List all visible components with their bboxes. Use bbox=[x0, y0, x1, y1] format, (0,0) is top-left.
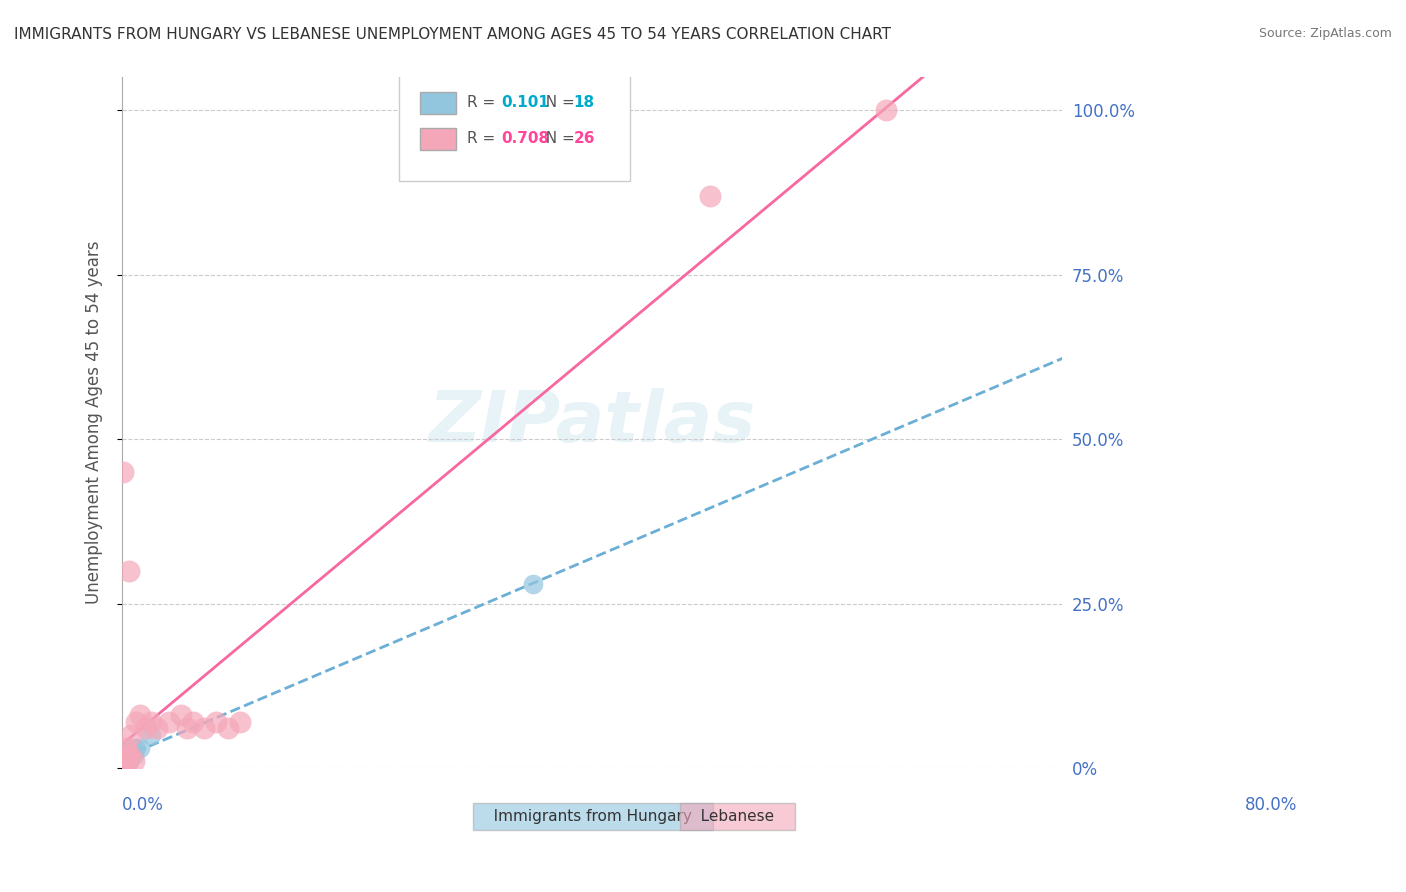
Y-axis label: Unemployment Among Ages 45 to 54 years: Unemployment Among Ages 45 to 54 years bbox=[86, 241, 103, 605]
Text: 18: 18 bbox=[574, 95, 595, 111]
Point bbox=[699, 189, 721, 203]
Point bbox=[115, 751, 138, 765]
Text: Source: ZipAtlas.com: Source: ZipAtlas.com bbox=[1258, 27, 1392, 40]
Point bbox=[120, 747, 142, 762]
Point bbox=[128, 708, 150, 723]
Point bbox=[112, 755, 135, 769]
Point bbox=[522, 576, 544, 591]
Text: IMMIGRANTS FROM HUNGARY VS LEBANESE UNEMPLOYMENT AMONG AGES 45 TO 54 YEARS CORRE: IMMIGRANTS FROM HUNGARY VS LEBANESE UNEM… bbox=[14, 27, 891, 42]
Text: ZIPatlas: ZIPatlas bbox=[429, 388, 756, 458]
Text: 0.708: 0.708 bbox=[501, 131, 550, 146]
Point bbox=[135, 722, 157, 736]
Point bbox=[115, 751, 138, 765]
Point bbox=[228, 714, 250, 729]
Point bbox=[193, 722, 215, 736]
Point bbox=[114, 755, 136, 769]
Point bbox=[114, 747, 136, 762]
Point bbox=[122, 747, 145, 762]
Text: 80.0%: 80.0% bbox=[1246, 796, 1298, 814]
Point bbox=[117, 747, 139, 762]
Point bbox=[205, 714, 228, 729]
Point bbox=[121, 741, 143, 756]
Point bbox=[114, 751, 136, 765]
Point bbox=[120, 728, 142, 742]
Point bbox=[117, 755, 139, 769]
Point bbox=[141, 728, 163, 742]
Point bbox=[181, 714, 204, 729]
Point bbox=[118, 564, 141, 578]
Text: Lebanese: Lebanese bbox=[686, 809, 789, 823]
Text: N =: N = bbox=[536, 95, 579, 111]
Point bbox=[157, 714, 180, 729]
Point bbox=[125, 714, 148, 729]
Point bbox=[120, 747, 142, 762]
Point bbox=[176, 722, 198, 736]
Point bbox=[128, 741, 150, 756]
Text: R =: R = bbox=[467, 131, 501, 146]
Point bbox=[875, 103, 897, 118]
Text: 26: 26 bbox=[574, 131, 595, 146]
Text: 0.101: 0.101 bbox=[501, 95, 548, 111]
Point bbox=[120, 751, 142, 765]
Point bbox=[117, 747, 139, 762]
Point bbox=[117, 744, 139, 758]
Point bbox=[217, 722, 239, 736]
Point bbox=[115, 755, 138, 769]
Text: N =: N = bbox=[536, 131, 579, 146]
Point bbox=[141, 714, 163, 729]
FancyBboxPatch shape bbox=[399, 74, 630, 181]
Point bbox=[125, 741, 148, 756]
Point bbox=[112, 747, 135, 762]
Point bbox=[114, 747, 136, 762]
Text: Immigrants from Hungary: Immigrants from Hungary bbox=[479, 809, 707, 823]
Point bbox=[122, 755, 145, 769]
Bar bbox=[420, 92, 456, 114]
Point bbox=[170, 708, 193, 723]
Point bbox=[112, 465, 135, 479]
Point bbox=[118, 755, 141, 769]
Bar bbox=[420, 128, 456, 150]
Point bbox=[118, 747, 141, 762]
Text: 0.0%: 0.0% bbox=[122, 796, 165, 814]
Text: R =: R = bbox=[467, 95, 501, 111]
Point bbox=[114, 741, 136, 756]
Point bbox=[146, 722, 169, 736]
